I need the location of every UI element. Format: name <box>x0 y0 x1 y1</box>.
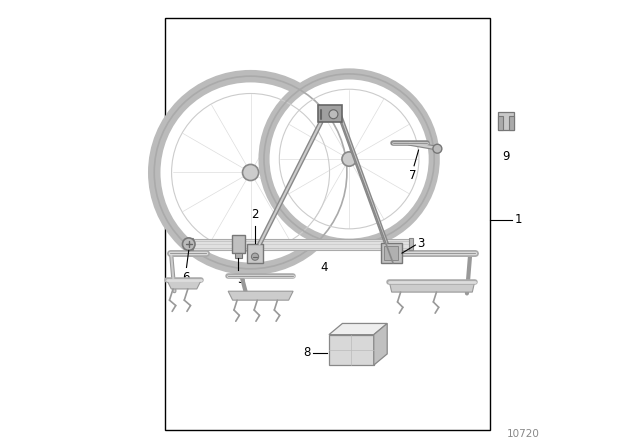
Circle shape <box>252 253 259 260</box>
Bar <box>165 18 490 430</box>
Text: 10720: 10720 <box>507 429 540 439</box>
Circle shape <box>433 144 442 153</box>
Polygon shape <box>247 244 263 263</box>
Text: 1: 1 <box>515 213 522 226</box>
Circle shape <box>154 76 347 269</box>
Circle shape <box>329 110 338 119</box>
Polygon shape <box>235 253 242 258</box>
Polygon shape <box>389 282 474 292</box>
Text: 6: 6 <box>182 271 190 284</box>
Bar <box>384 246 397 260</box>
Text: 9: 9 <box>502 150 509 163</box>
Circle shape <box>182 238 195 250</box>
Polygon shape <box>232 235 244 253</box>
Polygon shape <box>192 239 410 250</box>
Bar <box>498 116 503 130</box>
Polygon shape <box>317 105 342 122</box>
Polygon shape <box>498 112 514 130</box>
Bar <box>509 116 514 130</box>
Polygon shape <box>329 323 387 335</box>
Circle shape <box>243 164 259 181</box>
Text: 8: 8 <box>303 346 311 359</box>
Polygon shape <box>374 323 387 365</box>
Circle shape <box>342 152 356 166</box>
Polygon shape <box>381 243 402 263</box>
Bar <box>409 238 413 250</box>
Text: 7: 7 <box>410 169 417 182</box>
Polygon shape <box>228 291 293 300</box>
Text: 2: 2 <box>252 208 259 221</box>
Text: 5: 5 <box>237 273 245 286</box>
Polygon shape <box>167 280 201 289</box>
Text: 3: 3 <box>418 237 425 250</box>
Circle shape <box>264 74 434 244</box>
Text: 4: 4 <box>321 261 328 274</box>
Polygon shape <box>329 335 374 365</box>
Bar <box>189 238 193 250</box>
